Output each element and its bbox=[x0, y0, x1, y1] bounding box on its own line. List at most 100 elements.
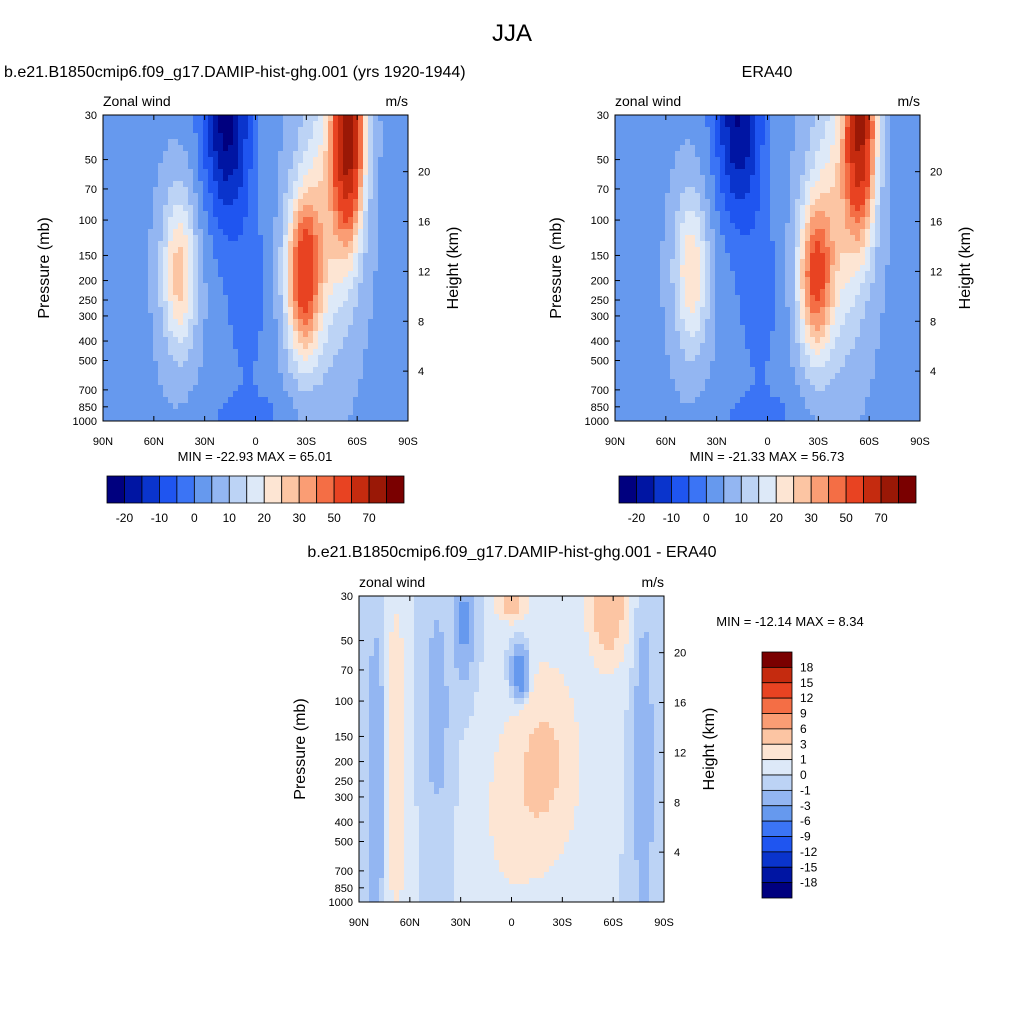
contour-cell bbox=[760, 157, 766, 164]
contour-cell bbox=[393, 163, 399, 170]
contour-cell bbox=[670, 259, 676, 266]
contour-cell bbox=[133, 115, 139, 122]
contour-cell bbox=[293, 343, 299, 350]
contour-cell bbox=[820, 217, 826, 224]
contour-cell bbox=[368, 133, 374, 140]
contour-cell bbox=[208, 223, 214, 230]
contour-cell bbox=[293, 415, 299, 421]
contour-cell bbox=[640, 229, 646, 236]
contour-cell bbox=[148, 199, 154, 206]
contour-cell bbox=[243, 241, 249, 248]
contour-cell bbox=[183, 157, 189, 164]
contour-cell bbox=[805, 229, 811, 236]
contour-cell bbox=[383, 307, 389, 314]
contour-cell bbox=[780, 139, 786, 146]
contour-cell bbox=[213, 253, 219, 260]
contour-cell bbox=[820, 259, 826, 266]
contour-cell bbox=[188, 217, 194, 224]
contour-cell bbox=[805, 259, 811, 266]
contour-cell bbox=[328, 229, 334, 236]
contour-cell bbox=[735, 235, 741, 242]
contour-cell bbox=[745, 265, 751, 272]
contour-cell bbox=[805, 289, 811, 296]
contour-cell bbox=[348, 295, 354, 302]
contour-cell bbox=[148, 163, 154, 170]
contour-cell bbox=[870, 241, 876, 248]
contour-cell bbox=[268, 127, 274, 134]
contour-cell bbox=[780, 181, 786, 188]
contour-cell bbox=[293, 289, 299, 296]
contour-cell bbox=[238, 331, 244, 338]
contour-cell bbox=[148, 307, 154, 314]
contour-cell bbox=[148, 175, 154, 182]
contour-cell bbox=[343, 385, 349, 392]
contour-cell bbox=[328, 277, 334, 284]
contour-cell bbox=[755, 241, 761, 248]
contour-cell bbox=[358, 181, 364, 188]
contour-cell bbox=[253, 283, 259, 290]
contour-cell bbox=[108, 133, 114, 140]
contour-cell bbox=[800, 241, 806, 248]
contour-cell bbox=[343, 301, 349, 308]
contour-cell bbox=[625, 223, 631, 230]
contour-cell bbox=[218, 265, 224, 272]
contour-cell bbox=[775, 235, 781, 242]
contour-cell bbox=[168, 145, 174, 152]
contour-cell bbox=[228, 241, 234, 248]
contour-cell bbox=[388, 115, 394, 122]
contour-cell bbox=[795, 277, 801, 284]
contour-cell bbox=[915, 181, 920, 188]
contour-cell bbox=[168, 367, 174, 374]
contour-cell bbox=[123, 373, 129, 380]
contour-cell bbox=[288, 397, 294, 404]
contour-cell bbox=[138, 181, 144, 188]
contour-cell bbox=[890, 271, 896, 278]
contour-cell bbox=[710, 133, 716, 140]
contour-cell bbox=[740, 151, 746, 158]
contour-cell bbox=[765, 211, 771, 218]
contour-cell bbox=[238, 253, 244, 260]
contour-cell bbox=[363, 229, 369, 236]
contour-cell bbox=[273, 217, 279, 224]
contour-cell bbox=[163, 319, 169, 326]
contour-cell bbox=[278, 175, 284, 182]
contour-cell bbox=[348, 265, 354, 272]
contour-cell bbox=[143, 319, 149, 326]
contour-cell bbox=[800, 283, 806, 290]
contour-cell bbox=[860, 235, 866, 242]
contour-cell bbox=[243, 229, 249, 236]
contour-cell bbox=[188, 175, 194, 182]
contour-cell bbox=[238, 187, 244, 194]
contour-cell bbox=[660, 121, 666, 128]
contour-cell bbox=[303, 301, 309, 308]
contour-cell bbox=[363, 193, 369, 200]
contour-cell bbox=[278, 121, 284, 128]
contour-cell bbox=[840, 175, 846, 182]
y-tick-label: 300 bbox=[79, 311, 97, 323]
contour-cell bbox=[238, 403, 244, 410]
contour-cell bbox=[378, 127, 384, 134]
contour-cell bbox=[258, 325, 264, 332]
contour-cell bbox=[158, 337, 164, 344]
contour-cell bbox=[635, 247, 641, 254]
contour-cell bbox=[258, 307, 264, 314]
contour-cell bbox=[378, 385, 384, 392]
contour-cell bbox=[790, 151, 796, 158]
contour-cell bbox=[243, 199, 249, 206]
contour-cell bbox=[910, 283, 916, 290]
contour-cell bbox=[363, 283, 369, 290]
contour-cell bbox=[308, 217, 314, 224]
contour-cell bbox=[358, 331, 364, 338]
contour-cell bbox=[238, 385, 244, 392]
contour-cell bbox=[750, 193, 756, 200]
contour-cell bbox=[253, 385, 259, 392]
contour-cell bbox=[163, 397, 169, 404]
contour-cell bbox=[323, 301, 329, 308]
contour-cell bbox=[213, 181, 219, 188]
contour-cell bbox=[243, 253, 249, 260]
contour-cell bbox=[323, 133, 329, 140]
contour-cell bbox=[383, 265, 389, 272]
contour-cell bbox=[358, 415, 364, 421]
contour-cell bbox=[198, 355, 204, 362]
contour-cell bbox=[268, 205, 274, 212]
